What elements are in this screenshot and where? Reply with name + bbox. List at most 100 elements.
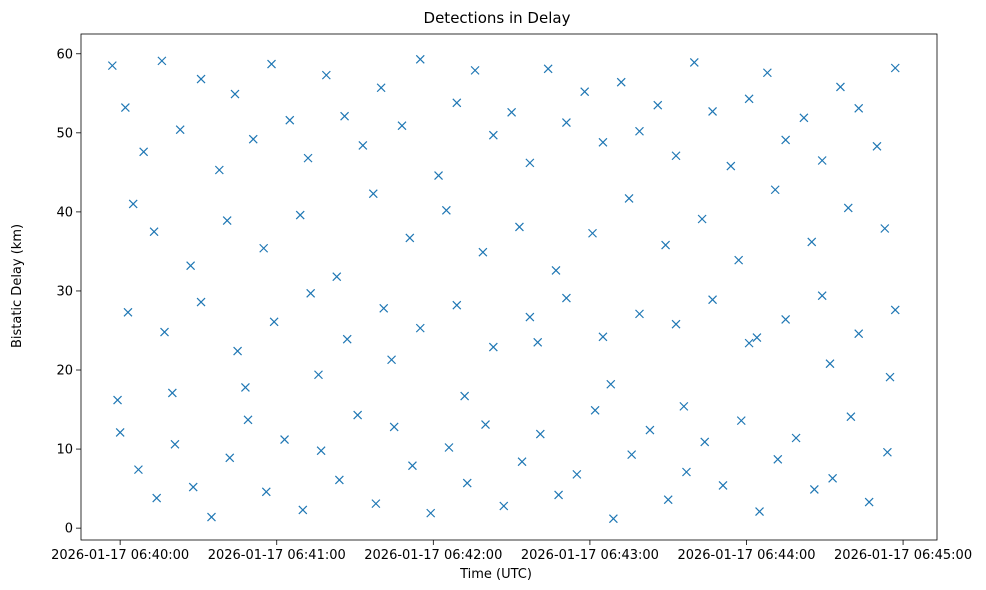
data-point xyxy=(744,338,754,348)
data-point xyxy=(854,103,864,113)
data-point xyxy=(606,379,616,389)
data-point xyxy=(379,303,389,313)
data-point xyxy=(598,137,608,147)
data-point xyxy=(752,333,762,343)
data-point xyxy=(645,425,655,435)
data-point xyxy=(152,493,162,503)
data-point xyxy=(880,224,890,233)
data-point xyxy=(368,189,378,199)
data-point xyxy=(478,247,488,257)
data-point xyxy=(755,507,764,516)
data-point xyxy=(689,58,699,67)
y-tick-label: 20 xyxy=(56,364,73,379)
data-point xyxy=(679,401,689,411)
data-point xyxy=(230,89,240,99)
data-point xyxy=(807,237,817,247)
data-point xyxy=(298,505,308,515)
data-point xyxy=(554,490,564,500)
data-point xyxy=(561,118,571,127)
data-point xyxy=(627,450,637,460)
y-axis-label: Bistatic Delay (km) xyxy=(10,224,25,348)
data-point xyxy=(736,416,746,426)
data-point xyxy=(196,74,206,84)
data-point xyxy=(700,437,710,447)
data-point xyxy=(280,435,289,445)
data-point xyxy=(157,56,167,66)
y-tick-label: 40 xyxy=(56,205,73,220)
data-point xyxy=(781,135,791,145)
data-point xyxy=(460,391,470,401)
data-point xyxy=(608,514,618,524)
data-point xyxy=(243,415,253,425)
y-tick-label: 30 xyxy=(56,284,73,299)
data-point xyxy=(139,147,149,157)
data-point xyxy=(817,291,827,301)
data-point xyxy=(434,171,443,180)
data-point xyxy=(340,111,350,121)
data-point xyxy=(885,372,895,382)
data-point xyxy=(854,329,864,339)
data-point xyxy=(890,63,900,73)
data-point xyxy=(107,61,117,71)
data-point xyxy=(481,420,490,429)
data-point xyxy=(462,478,472,488)
data-point xyxy=(123,307,133,317)
data-point xyxy=(128,199,138,209)
data-point xyxy=(590,405,600,415)
data-point xyxy=(170,439,180,449)
data-point xyxy=(285,115,295,125)
data-point xyxy=(334,475,344,485)
data-point xyxy=(371,499,381,509)
data-point xyxy=(376,83,386,93)
data-point xyxy=(708,107,717,116)
data-point xyxy=(259,243,269,253)
y-tick-label: 60 xyxy=(56,47,73,62)
data-point xyxy=(635,309,644,319)
data-point xyxy=(222,216,232,226)
data-point xyxy=(196,297,206,307)
data-point xyxy=(663,495,673,505)
data-point xyxy=(499,501,509,511)
data-point xyxy=(770,185,780,195)
data-point xyxy=(697,214,707,224)
data-point xyxy=(452,300,462,310)
data-point xyxy=(115,428,125,437)
data-point xyxy=(653,100,663,110)
data-point xyxy=(207,512,216,522)
data-point xyxy=(332,272,342,282)
data-point xyxy=(661,240,671,250)
data-point xyxy=(864,497,874,507)
data-point xyxy=(133,465,143,475)
data-point xyxy=(408,461,417,471)
data-point xyxy=(120,103,130,112)
data-point xyxy=(444,443,454,452)
data-point xyxy=(708,295,717,305)
data-point xyxy=(316,446,326,456)
data-point xyxy=(616,77,626,87)
data-point xyxy=(551,265,561,275)
data-point xyxy=(186,261,196,271)
data-point xyxy=(342,334,352,344)
data-point xyxy=(799,113,809,123)
data-point xyxy=(261,487,271,497)
data-point xyxy=(734,255,744,265)
data-point xyxy=(543,64,553,74)
data-point xyxy=(762,68,772,78)
data-point xyxy=(828,473,838,483)
data-point xyxy=(248,134,258,144)
data-point xyxy=(149,227,159,237)
data-point xyxy=(791,433,801,443)
y-tick-label: 10 xyxy=(56,443,73,458)
data-point xyxy=(671,319,681,329)
data-point xyxy=(167,388,177,398)
data-point xyxy=(809,484,819,494)
data-point xyxy=(515,222,524,232)
data-point xyxy=(269,317,279,327)
data-point xyxy=(306,288,316,298)
x-axis-label: Time (UTC) xyxy=(459,567,532,582)
data-point xyxy=(415,323,425,333)
data-point xyxy=(718,481,728,490)
chart-title: Detections in Delay xyxy=(424,9,571,27)
data-point xyxy=(113,395,122,405)
